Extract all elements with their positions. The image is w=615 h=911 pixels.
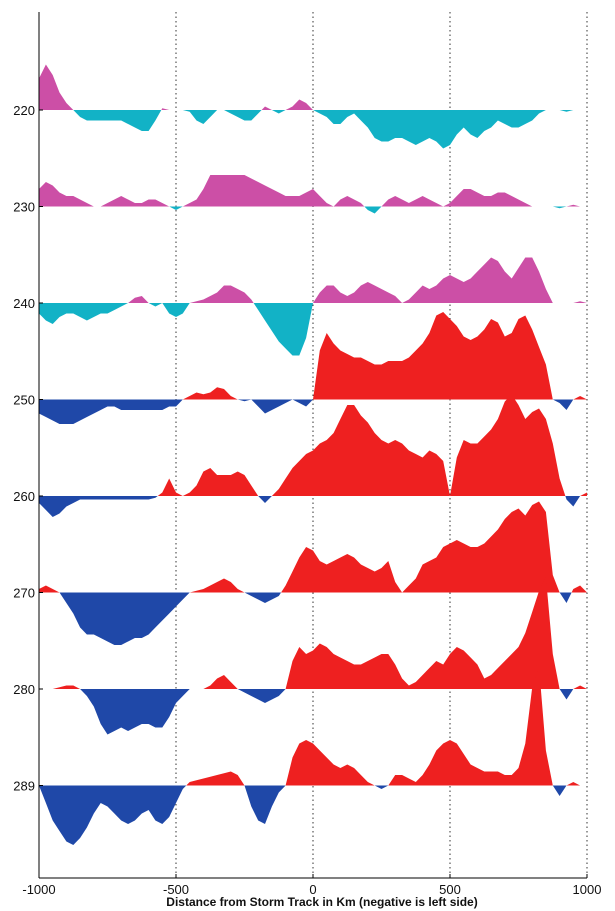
y-tick-label: 220 xyxy=(13,103,35,118)
series-220-negative-area xyxy=(39,110,587,149)
y-tick-label: 280 xyxy=(13,682,35,697)
series-289-negative-area xyxy=(39,785,587,845)
series-260 xyxy=(39,394,587,517)
x-axis-title: Distance from Storm Track in Km (negativ… xyxy=(166,895,477,909)
series-240-negative-area xyxy=(39,303,587,356)
series-220 xyxy=(39,64,587,149)
series-230-positive-area xyxy=(39,175,587,207)
y-tick-label: 289 xyxy=(13,779,35,794)
x-tick-label: 500 xyxy=(439,882,461,897)
y-tick-label: 260 xyxy=(13,489,35,504)
series-230-negative-area xyxy=(39,206,587,214)
axes-layer: 220 230 240 250 260 270 280 289 -1000 -500 0 500 100… xyxy=(13,12,601,897)
series-289-positive-area xyxy=(39,666,587,786)
y-tick-label: 250 xyxy=(13,393,35,408)
series-layer xyxy=(39,64,587,845)
y-tick-label: 270 xyxy=(13,586,35,601)
series-260-positive-area xyxy=(39,394,587,496)
series-250-positive-area xyxy=(39,312,587,400)
series-230 xyxy=(39,175,587,214)
series-270-positive-area xyxy=(39,501,587,593)
series-270-negative-area xyxy=(39,592,587,645)
x-tick-label: 1000 xyxy=(573,882,602,897)
series-280-positive-area xyxy=(39,577,587,689)
series-260-negative-area xyxy=(39,496,587,517)
series-270 xyxy=(39,501,587,645)
series-250-negative-area xyxy=(39,399,587,424)
series-240 xyxy=(39,257,587,356)
x-tick-label: -500 xyxy=(163,882,189,897)
series-289 xyxy=(39,666,587,845)
y-tick-label: 240 xyxy=(13,296,35,311)
x-tick-label: 0 xyxy=(309,882,316,897)
grid-layer xyxy=(175,12,588,878)
series-240-positive-area xyxy=(39,257,587,303)
y-tick-label: 230 xyxy=(13,200,35,215)
series-250 xyxy=(39,312,587,424)
series-280-negative-area xyxy=(39,689,587,735)
x-tick-label: -1000 xyxy=(22,882,55,897)
series-280 xyxy=(39,577,587,735)
